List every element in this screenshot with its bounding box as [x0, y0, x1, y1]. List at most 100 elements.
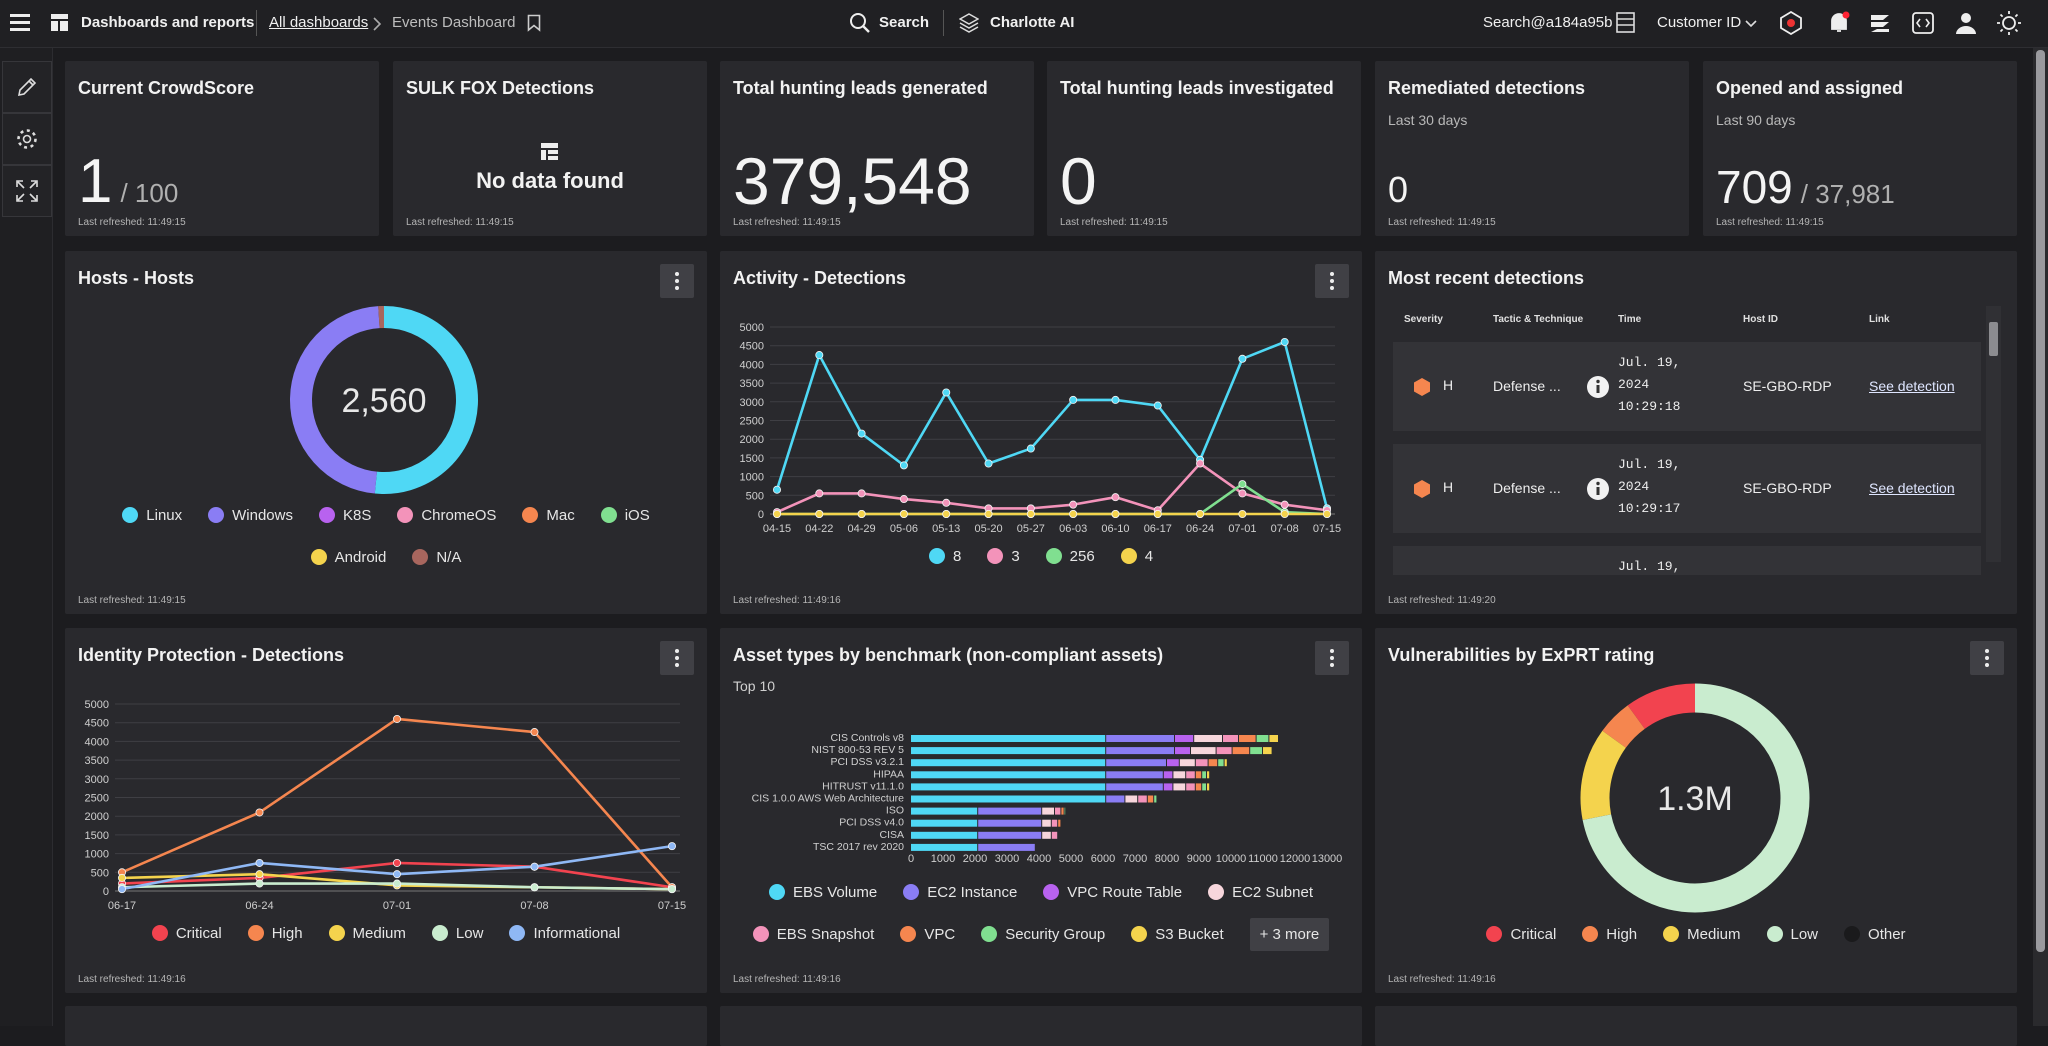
bar-segment[interactable] [978, 844, 1035, 851]
line-point[interactable] [668, 843, 675, 850]
line-point[interactable] [943, 389, 950, 396]
donut-slice[interactable] [1636, 698, 1695, 717]
bar-segment[interactable] [1180, 759, 1195, 766]
menu-icon[interactable] [10, 13, 32, 33]
line-point[interactable] [531, 884, 538, 891]
bar-segment[interactable] [1196, 783, 1201, 790]
scroll-thumb[interactable] [1989, 322, 1998, 356]
legend-more-button[interactable]: + 3 more [1250, 918, 1330, 951]
bar-segment[interactable] [911, 808, 977, 815]
widget-menu[interactable] [1315, 264, 1349, 298]
line-point[interactable] [1281, 501, 1288, 508]
search-icon[interactable] [849, 12, 871, 34]
legend-item[interactable]: Other [1844, 913, 1906, 955]
line-point[interactable] [1281, 510, 1288, 517]
bar-segment[interactable] [911, 832, 977, 839]
line-point[interactable] [1196, 460, 1203, 467]
bar-segment[interactable] [1202, 783, 1206, 790]
legend-item[interactable]: S3 Bucket [1131, 913, 1223, 955]
bar-segment[interactable] [978, 832, 1041, 839]
bar-segment[interactable] [978, 820, 1041, 827]
legend-item[interactable]: Security Group [981, 913, 1105, 955]
bar-segment[interactable] [1173, 783, 1185, 790]
info-icon[interactable] [1586, 477, 1610, 501]
line-point[interactable] [531, 863, 538, 870]
legend-item[interactable]: EBS Snapshot [753, 913, 875, 955]
widget-menu[interactable] [660, 264, 694, 298]
line-point[interactable] [943, 510, 950, 517]
bar-segment[interactable] [911, 759, 1105, 766]
widget-menu[interactable] [1970, 641, 2004, 675]
line-point[interactable] [773, 510, 780, 517]
notifications-icon[interactable] [1827, 11, 1851, 35]
line-point[interactable] [900, 495, 907, 502]
bar-segment[interactable] [1055, 808, 1060, 815]
bar-segment[interactable] [1207, 771, 1209, 778]
bookmark-icon[interactable] [527, 14, 541, 32]
line-point[interactable] [1154, 510, 1161, 517]
bar-segment[interactable] [1191, 747, 1216, 754]
line-point[interactable] [816, 490, 823, 497]
line-point[interactable] [1070, 510, 1077, 517]
bar-segment[interactable] [1065, 808, 1066, 815]
legend-item[interactable]: ChromeOS [397, 494, 496, 536]
bar-segment[interactable] [1058, 820, 1060, 827]
bar-segment[interactable] [1148, 796, 1153, 803]
bar-segment[interactable] [1239, 735, 1256, 742]
bar-segment[interactable] [1164, 771, 1173, 778]
bar-segment[interactable] [1042, 832, 1051, 839]
legend-item[interactable]: Critical [1486, 913, 1556, 955]
bar-segment[interactable] [911, 735, 1105, 742]
line-point[interactable] [1239, 490, 1246, 497]
bar-segment[interactable] [911, 820, 977, 827]
legend-item[interactable]: High [1582, 913, 1637, 955]
widget-menu[interactable] [660, 641, 694, 675]
line-point[interactable] [816, 351, 823, 358]
bar-segment[interactable] [1175, 735, 1193, 742]
line-point[interactable] [1323, 510, 1330, 517]
line-point[interactable] [256, 809, 263, 816]
line-point[interactable] [985, 510, 992, 517]
donut-slice[interactable] [1614, 717, 1636, 739]
legend-item[interactable]: K8S [319, 494, 371, 536]
line-point[interactable] [1070, 501, 1077, 508]
bar-segment[interactable] [1061, 808, 1063, 815]
bar-segment[interactable] [1175, 747, 1190, 754]
apps-icon[interactable] [1869, 12, 1891, 34]
line-point[interactable] [256, 880, 263, 887]
search-button[interactable]: Search [879, 14, 929, 31]
bar-segment[interactable] [1196, 759, 1208, 766]
legend-item[interactable]: Mac [522, 494, 574, 536]
bar-segment[interactable] [911, 747, 1105, 754]
bar-segment[interactable] [1052, 832, 1057, 839]
bar-segment[interactable] [1250, 747, 1262, 754]
bar-segment[interactable] [1167, 759, 1179, 766]
line-point[interactable] [118, 886, 125, 893]
line-point[interactable] [256, 859, 263, 866]
bar-segment[interactable] [1194, 735, 1222, 742]
bar-segment[interactable] [1233, 747, 1250, 754]
bar-segment[interactable] [1106, 783, 1163, 790]
legend-item[interactable]: EC2 Instance [903, 871, 1017, 913]
bar-segment[interactable] [1138, 796, 1147, 803]
line-point[interactable] [1239, 355, 1246, 362]
profile-icon[interactable] [1954, 11, 1978, 35]
detection-link[interactable]: See detection [1869, 480, 1955, 496]
bar-segment[interactable] [1186, 783, 1195, 790]
bar-segment[interactable] [1042, 820, 1051, 827]
line-point[interactable] [900, 510, 907, 517]
bar-segment[interactable] [1209, 759, 1218, 766]
line-point[interactable] [773, 486, 780, 493]
bar-segment[interactable] [1218, 759, 1223, 766]
line-point[interactable] [393, 715, 400, 722]
legend-item[interactable]: N/A [412, 536, 461, 578]
user-search[interactable]: Search@a184a95b [1483, 14, 1613, 31]
bar-segment[interactable] [911, 771, 1105, 778]
line-point[interactable] [1112, 494, 1119, 501]
line-point[interactable] [1239, 510, 1246, 517]
edit-button[interactable] [2, 61, 52, 113]
table-row[interactable]: Jul. 19, [1393, 546, 1981, 575]
bar-segment[interactable] [1257, 735, 1269, 742]
bar-segment[interactable] [1125, 796, 1137, 803]
